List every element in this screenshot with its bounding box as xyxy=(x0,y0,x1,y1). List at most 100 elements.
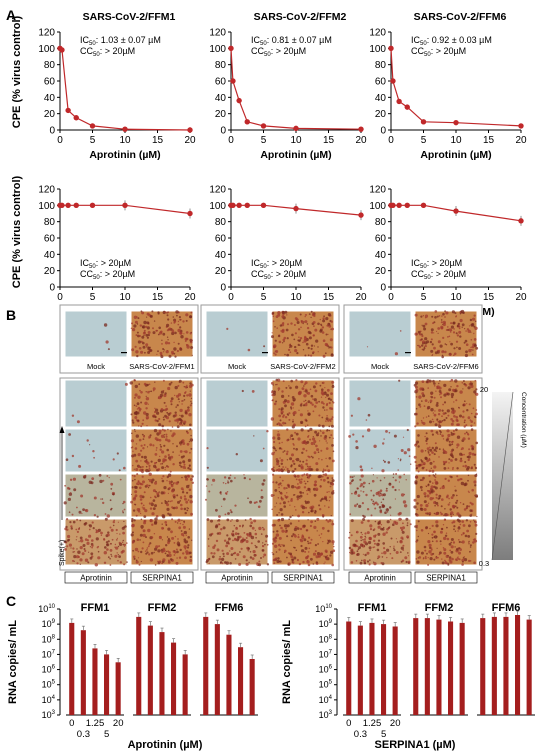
stained-cell xyxy=(167,318,170,321)
stained-cell xyxy=(409,523,412,526)
stained-cell xyxy=(103,538,106,541)
stained-cell xyxy=(446,513,449,517)
stained-cell xyxy=(144,401,148,405)
stained-cell xyxy=(434,479,436,481)
stained-cell xyxy=(223,476,227,479)
stained-cell xyxy=(460,533,463,536)
stained-cell xyxy=(426,485,428,488)
stained-cell xyxy=(144,550,147,552)
stained-cell xyxy=(163,434,165,436)
stained-cell xyxy=(310,344,314,347)
stained-cell xyxy=(186,546,190,549)
stained-cell xyxy=(309,401,313,405)
stained-cell xyxy=(138,409,141,412)
stained-cell xyxy=(383,438,385,440)
stained-cell xyxy=(423,492,427,496)
stained-cell xyxy=(136,538,140,541)
stained-cell xyxy=(392,473,395,475)
stained-cell xyxy=(372,474,374,476)
stained-cell xyxy=(454,546,456,548)
stained-cell xyxy=(187,507,189,510)
stained-cell xyxy=(160,390,164,394)
stained-cell xyxy=(188,484,190,486)
stained-cell xyxy=(281,315,285,318)
stained-cell xyxy=(374,542,376,545)
stained-cell xyxy=(307,412,311,416)
stained-cell xyxy=(325,417,329,421)
stained-cell xyxy=(321,475,324,478)
stained-cell xyxy=(328,397,331,400)
stained-cell xyxy=(445,344,448,346)
stained-cell xyxy=(369,549,372,551)
stained-cell xyxy=(415,482,418,485)
stained-cell xyxy=(163,310,165,312)
stained-cell xyxy=(418,395,422,399)
stained-cell xyxy=(299,494,303,498)
stained-cell xyxy=(301,320,303,322)
y-tick-label: 103 xyxy=(319,710,333,720)
stained-cell xyxy=(164,341,169,345)
stained-cell xyxy=(142,435,146,438)
stained-cell xyxy=(208,562,210,565)
stained-cell xyxy=(405,560,408,564)
stained-cell xyxy=(462,503,465,505)
stained-cell xyxy=(403,493,406,496)
stained-cell xyxy=(410,463,412,465)
stained-cell xyxy=(159,448,162,451)
stained-cell xyxy=(307,429,310,433)
data-point xyxy=(187,210,193,217)
stained-cell xyxy=(449,353,452,356)
stained-cell xyxy=(450,329,453,332)
stained-cell xyxy=(359,561,363,565)
stained-cell xyxy=(281,441,283,444)
stained-cell xyxy=(272,446,276,449)
stained-cell xyxy=(436,547,438,549)
stained-cell xyxy=(116,552,118,554)
stained-cell xyxy=(146,346,148,348)
bar xyxy=(503,616,509,715)
stained-cell xyxy=(471,353,474,356)
stained-cell xyxy=(433,382,436,385)
stained-cell xyxy=(431,354,433,357)
stained-cell xyxy=(118,541,121,545)
stained-cell xyxy=(383,477,386,479)
stained-cell xyxy=(318,555,320,558)
stained-cell xyxy=(154,495,157,498)
stained-cell xyxy=(131,540,135,544)
stained-cell xyxy=(262,545,265,548)
stained-cell xyxy=(73,551,76,553)
stained-cell xyxy=(142,438,145,440)
stained-cell xyxy=(310,510,313,513)
stained-cell xyxy=(386,520,390,524)
stained-cell xyxy=(187,458,191,462)
stained-cell xyxy=(168,559,170,562)
stained-cell xyxy=(320,435,322,437)
stained-cell xyxy=(385,508,389,512)
stained-cell xyxy=(325,396,327,399)
stained-cell xyxy=(166,536,169,538)
stained-cell xyxy=(166,503,170,507)
stained-cell xyxy=(302,341,304,344)
stained-cell xyxy=(254,532,258,536)
y-tick-label: 109 xyxy=(319,619,333,629)
stained-cell xyxy=(186,491,189,494)
stained-cell xyxy=(450,386,452,388)
stained-cell xyxy=(75,539,77,541)
stained-cell xyxy=(226,327,229,330)
stained-cell xyxy=(431,533,434,536)
stained-cell xyxy=(281,468,283,470)
stained-cell xyxy=(130,413,133,416)
stained-cell xyxy=(427,401,430,403)
stained-cell xyxy=(272,537,276,541)
stained-cell xyxy=(143,515,147,518)
stained-cell xyxy=(141,506,143,508)
stained-cell xyxy=(76,420,80,424)
stained-cell xyxy=(441,527,444,531)
stained-cell xyxy=(174,331,177,335)
stained-cell xyxy=(373,561,375,563)
stained-cell xyxy=(100,534,103,536)
y-tick-label: 40 xyxy=(215,250,227,261)
stained-cell xyxy=(275,481,278,484)
stained-cell xyxy=(448,462,450,464)
stained-cell xyxy=(469,501,472,504)
